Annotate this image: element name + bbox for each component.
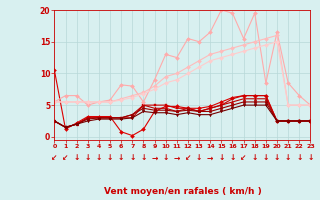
Text: ↙: ↙ [51, 154, 58, 162]
Text: ↙: ↙ [62, 154, 69, 162]
Text: ↓: ↓ [274, 154, 280, 162]
Text: ↓: ↓ [129, 154, 135, 162]
Text: ↓: ↓ [307, 154, 314, 162]
Text: ↓: ↓ [196, 154, 202, 162]
Text: ↓: ↓ [96, 154, 102, 162]
Text: ↓: ↓ [229, 154, 236, 162]
Text: →: → [174, 154, 180, 162]
Text: →: → [207, 154, 213, 162]
Text: ↓: ↓ [252, 154, 258, 162]
Text: ↙: ↙ [240, 154, 247, 162]
Text: ↓: ↓ [296, 154, 302, 162]
Text: ↓: ↓ [140, 154, 147, 162]
Text: ↓: ↓ [107, 154, 113, 162]
Text: Vent moyen/en rafales ( km/h ): Vent moyen/en rafales ( km/h ) [104, 188, 261, 196]
Text: ↓: ↓ [285, 154, 291, 162]
Text: →: → [151, 154, 158, 162]
Text: ↓: ↓ [118, 154, 124, 162]
Text: ↓: ↓ [74, 154, 80, 162]
Text: ↓: ↓ [263, 154, 269, 162]
Text: ↓: ↓ [163, 154, 169, 162]
Text: ↙: ↙ [185, 154, 191, 162]
Text: ↓: ↓ [84, 154, 91, 162]
Text: ↓: ↓ [218, 154, 225, 162]
